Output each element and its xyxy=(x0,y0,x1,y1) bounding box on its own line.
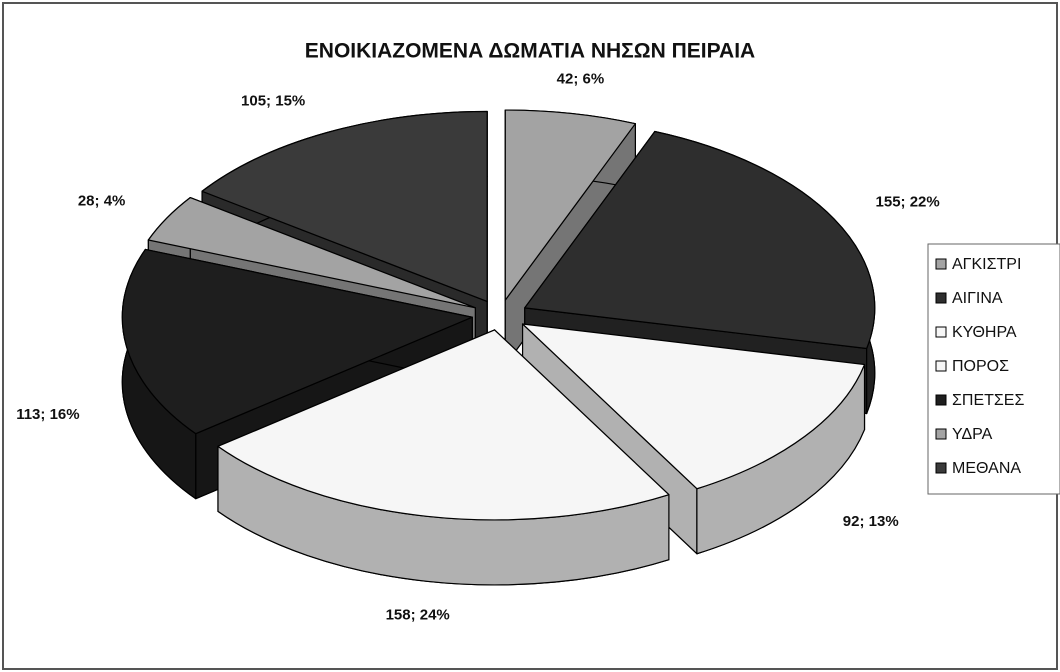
slice xyxy=(524,130,876,350)
slice xyxy=(521,323,866,490)
data-label: 113; 16% xyxy=(16,406,79,423)
legend-swatch xyxy=(935,360,947,372)
legend-swatch xyxy=(935,428,947,440)
data-label: 42; 6% xyxy=(557,70,605,87)
data-label: 92; 13% xyxy=(843,513,899,530)
legend-label: ΜΕΘΑΝΑ xyxy=(952,460,1021,477)
data-label: 28; 4% xyxy=(78,193,126,210)
slice xyxy=(201,110,488,303)
legend-swatch xyxy=(935,258,947,270)
legend-label: ΠΟΡΟΣ xyxy=(952,358,1009,375)
chart-title: ΕΝΟΙΚΙΑΖΟΜΕΝΑ ΔΩΜΑΤΙΑ ΝΗΣΩΝ ΠΕΙΡΑΙΑ xyxy=(305,40,755,63)
slice xyxy=(504,109,636,301)
legend-label: ΑΓΚΙΣΤΡΙ xyxy=(952,256,1021,273)
legend-swatch xyxy=(935,394,947,406)
slice xyxy=(147,197,476,309)
slice xyxy=(121,248,473,435)
legend xyxy=(927,243,1060,495)
data-label: 155; 22% xyxy=(876,194,940,211)
legend-label: ΣΠΕΤΣΕΣ xyxy=(952,392,1024,409)
legend-swatch xyxy=(935,326,947,338)
legend-label: ΥΔΡΑ xyxy=(952,426,993,443)
legend-label: ΑΙΓΙΝΑ xyxy=(952,290,1003,307)
legend-label: ΚΥΘΗΡΑ xyxy=(952,324,1017,341)
data-label: 158; 24% xyxy=(386,606,450,623)
legend-swatch xyxy=(935,462,947,474)
data-label: 105; 15% xyxy=(241,93,305,110)
slice xyxy=(217,329,670,521)
legend-swatch xyxy=(935,292,947,304)
